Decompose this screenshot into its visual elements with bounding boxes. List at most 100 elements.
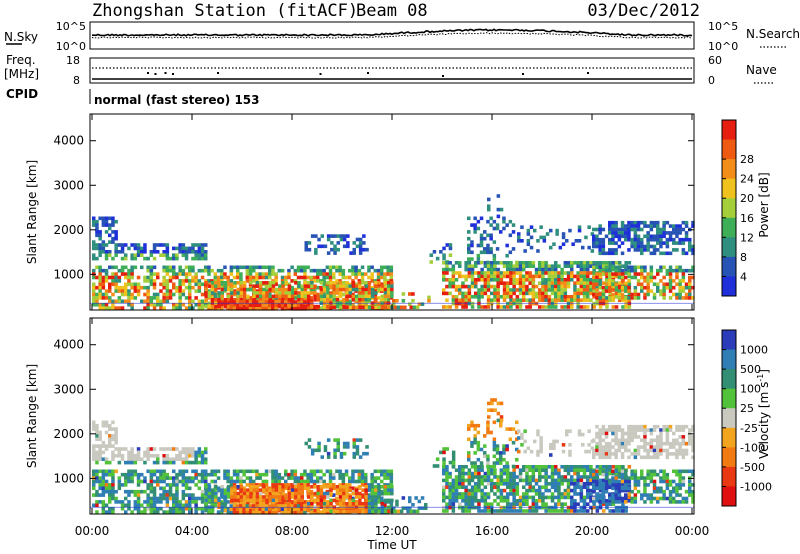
range-cell: [159, 500, 163, 504]
range-cell: [541, 465, 545, 469]
range-cell: [95, 233, 99, 238]
range-cell: [627, 488, 632, 493]
velocity-heatmap: [90, 398, 695, 515]
range-cell: [445, 267, 449, 272]
range-cell: [310, 485, 314, 489]
range-cell: [159, 493, 163, 497]
range-cell: [313, 298, 317, 302]
range-cell: [652, 224, 657, 228]
range-cell: [483, 478, 488, 483]
range-cell: [152, 279, 157, 283]
range-cell: [268, 498, 272, 503]
range-cell: [117, 243, 122, 247]
range-cell: [194, 472, 198, 477]
range-cell: [592, 227, 596, 232]
range-cell: [665, 282, 670, 287]
range-cell: [252, 502, 256, 506]
range-cell: [448, 261, 452, 265]
range-cell: [341, 479, 346, 484]
range-cell: [246, 495, 250, 499]
range-cell: [477, 471, 481, 476]
range-cell: [515, 485, 520, 489]
range-cell: [529, 245, 534, 250]
range-cell: [213, 479, 218, 484]
range-cell: [557, 509, 561, 513]
range-cell: [146, 450, 150, 455]
range-cell: [261, 275, 266, 280]
range-cell: [98, 246, 102, 251]
range-cell: [341, 275, 346, 280]
range-cell: [152, 447, 157, 451]
range-cell: [383, 275, 387, 280]
range-cell: [98, 454, 102, 458]
range-cell: [646, 279, 650, 283]
range-cell: [235, 307, 240, 311]
range-cell: [175, 285, 179, 290]
range-cell: [534, 492, 539, 496]
range-cell: [287, 476, 291, 480]
range-cell: [159, 253, 163, 257]
range-cell: [230, 287, 234, 292]
range-cell: [236, 302, 240, 307]
range-cell: [582, 261, 587, 265]
range-cell: [294, 491, 298, 496]
range-cell: [245, 307, 249, 311]
range-cell: [162, 469, 166, 474]
range-cell: [496, 261, 500, 265]
range-cell: [576, 291, 580, 296]
range-cell: [557, 495, 561, 500]
range-cell: [480, 495, 484, 500]
range-cell: [458, 485, 462, 489]
range-cell: [586, 482, 590, 486]
range-cell: [207, 291, 212, 295]
range-cell: [517, 429, 521, 433]
range-cell: [235, 507, 240, 512]
range-cell: [277, 472, 282, 477]
range-cell: [424, 503, 428, 507]
range-cell: [483, 247, 487, 251]
range-cell: [172, 493, 176, 497]
range-cell: [577, 228, 582, 233]
range-cell: [197, 253, 202, 257]
range-cell: [582, 284, 587, 289]
range-cell: [604, 279, 609, 283]
range-cell: [95, 503, 99, 508]
range-cell: [252, 498, 256, 503]
range-cell: [104, 479, 109, 484]
range-cell: [108, 444, 112, 448]
range-cell: [576, 264, 580, 268]
range-cell: [342, 488, 346, 492]
range-cell: [495, 223, 500, 227]
range-cell: [197, 447, 202, 451]
range-cell: [454, 492, 459, 496]
range-cell: [239, 307, 243, 311]
range-cell: [181, 282, 186, 287]
range-cell: [303, 281, 308, 285]
range-cell: [307, 241, 312, 245]
range-cell: [467, 471, 472, 476]
range-cell: [364, 472, 368, 477]
range-cell: [258, 495, 263, 499]
range-cell: [515, 457, 519, 462]
range-cell: [339, 455, 344, 459]
range-cell: [210, 287, 215, 292]
range-cell: [194, 457, 198, 461]
range-cell: [213, 503, 218, 508]
range-cell: [518, 475, 523, 479]
range-cell: [165, 496, 170, 501]
range-cell: [414, 496, 418, 500]
range-cell: [258, 284, 263, 288]
range-cell: [92, 450, 96, 455]
range-cell: [454, 288, 459, 292]
range-cell: [333, 448, 337, 453]
range-cell: [140, 250, 144, 254]
range-cell: [239, 493, 243, 497]
range-cell: [309, 493, 314, 497]
range-cell: [335, 506, 339, 511]
range-cell: [357, 272, 362, 276]
range-cell: [630, 296, 634, 300]
range-cell: [367, 486, 371, 491]
range-cell: [617, 265, 622, 270]
range-cell: [573, 465, 577, 469]
range-cell: [512, 281, 516, 285]
